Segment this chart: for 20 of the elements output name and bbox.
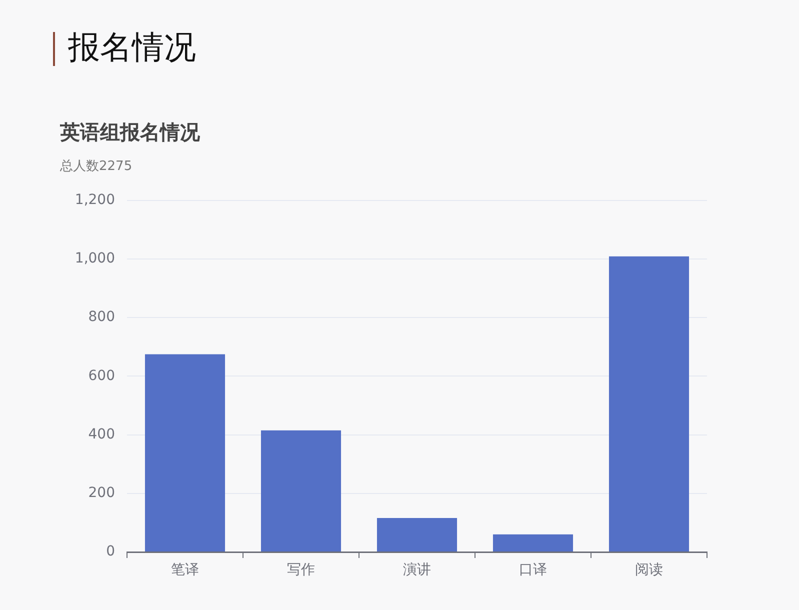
x-tick-label: 笔译 xyxy=(171,562,199,578)
y-tick-label: 1,200 xyxy=(74,192,115,208)
text: 报名情况 xyxy=(68,27,196,68)
y-tick-label: 200 xyxy=(88,485,115,502)
y-tick-label: 600 xyxy=(88,368,115,384)
y-tick-label: 1,000 xyxy=(74,250,115,267)
x-tick-label: 写作 xyxy=(287,562,315,578)
y-tick-label: 800 xyxy=(88,309,115,326)
chart-title: 英语组报名情况 xyxy=(60,119,200,146)
y-tick-label: 0 xyxy=(106,544,115,560)
x-tick-label: 阅读 xyxy=(635,562,663,578)
x-tick-label: 演讲 xyxy=(403,562,431,578)
chart-subtitle: 总人数2275 xyxy=(60,158,132,175)
bar xyxy=(608,256,690,552)
x-tick-label: 口译 xyxy=(519,562,547,578)
bar xyxy=(260,430,342,552)
bar xyxy=(376,518,458,552)
y-tick-label: 400 xyxy=(88,426,115,442)
bar xyxy=(492,534,574,552)
bar xyxy=(144,354,226,552)
